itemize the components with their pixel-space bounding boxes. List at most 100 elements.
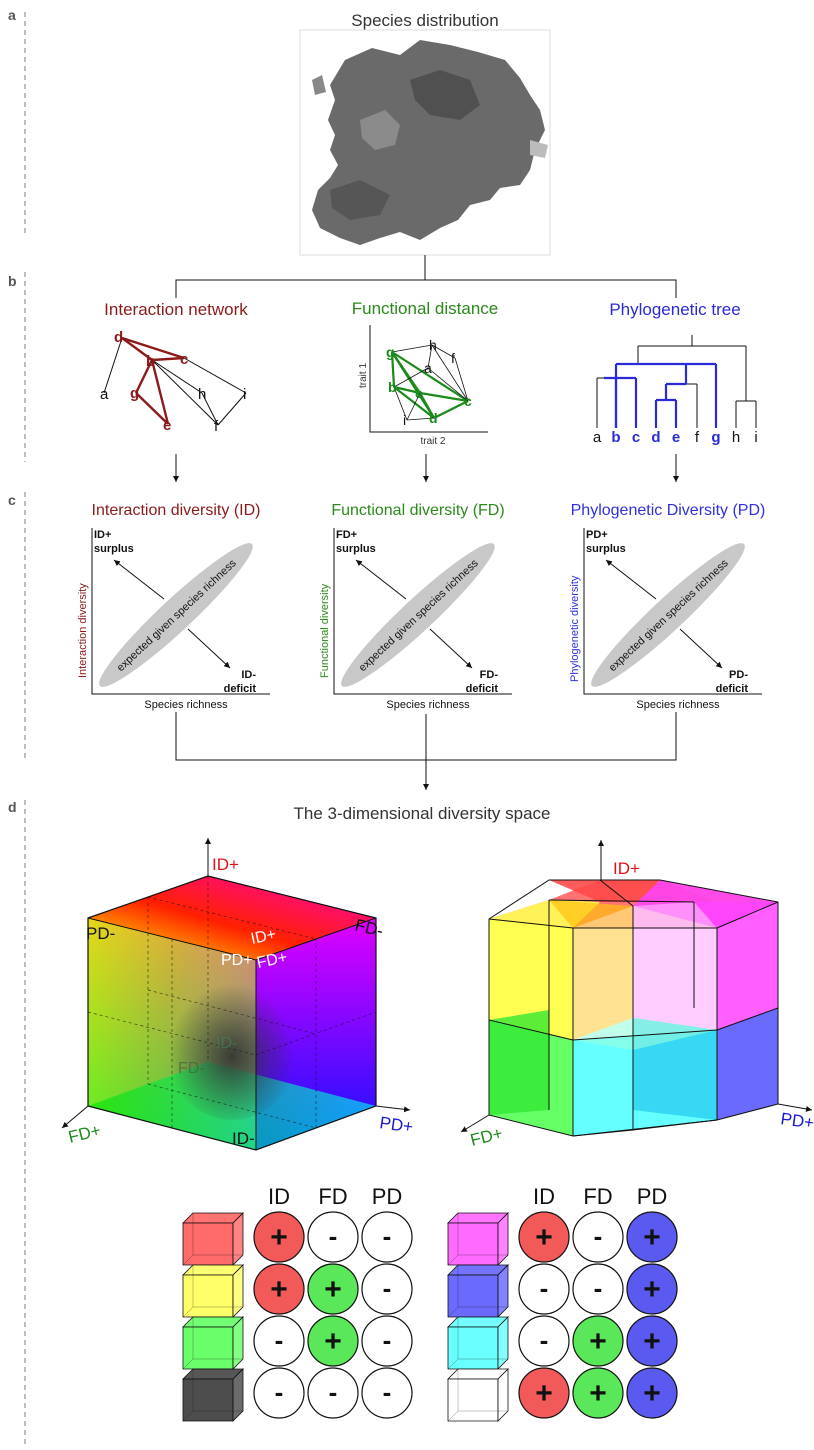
phylo-tip-e: e [672, 429, 680, 446]
left-cube-pd-minus: PD- [86, 924, 115, 943]
functional-distance-title: Functional distance [352, 299, 498, 318]
residual-plot-title: Phylogenetic Diversity (PD) [571, 502, 766, 519]
functional-node-b: b [388, 379, 397, 395]
surplus-label: surplus [586, 543, 626, 555]
phylo-tip-d: d [651, 429, 660, 446]
functional-node-e: e [415, 385, 423, 401]
legend-sign-circle [626, 1263, 678, 1315]
legend-cube [182, 1264, 244, 1318]
legend-sign-circle [518, 1211, 570, 1263]
phylo-tip-b: b [611, 429, 620, 446]
legend-cube [447, 1212, 509, 1266]
deficit-label: deficit [716, 683, 749, 695]
surplus-label: surplus [336, 543, 376, 555]
residual-plot-1: Functional diversity (FD) Functional dive… [319, 502, 512, 711]
legend-sign-circle [626, 1367, 678, 1419]
legend-sign: + [643, 1325, 661, 1358]
legend-sign: - [594, 1221, 603, 1251]
legend-sign-circle [572, 1211, 624, 1263]
legend-sign-circle [518, 1315, 570, 1367]
network-node-f: f [214, 418, 219, 435]
legend-cube [447, 1264, 509, 1318]
legend-sign-circle [253, 1367, 305, 1419]
legend-sign-circle [361, 1263, 413, 1315]
legend-cube [447, 1316, 509, 1370]
interaction-network-title: Interaction network [104, 300, 248, 319]
legend-sign: - [275, 1377, 284, 1407]
diversity-space-title: The 3-dimensional diversity space [293, 804, 550, 823]
residual-plot-xlabel: Species richness [144, 699, 228, 711]
legend-sign: - [383, 1273, 392, 1303]
legend-sign: + [589, 1377, 607, 1410]
residual-plot-0: Interaction diversity (ID) Interaction di… [77, 502, 270, 711]
legend-sign-circle [572, 1315, 624, 1367]
legend-sign: - [383, 1221, 392, 1251]
europe-map [299, 29, 551, 256]
legend-sign: + [270, 1221, 288, 1254]
network-node-e: e [163, 417, 171, 434]
b-to-c-arrows [173, 454, 679, 482]
legend-sign-circle [361, 1367, 413, 1419]
network-node-h: h [198, 386, 206, 403]
residual-plot-ylabel: Interaction diversity [77, 583, 89, 678]
legend-sign-circle [361, 1211, 413, 1263]
residual-plots: Interaction diversity (ID) Interaction di… [77, 502, 765, 711]
functional-distance-plot: trait 1 trait 2 g h [358, 325, 488, 447]
legend-sign: + [324, 1325, 342, 1358]
residual-plot-ylabel: Phylogenetic diversity [569, 575, 581, 682]
legend-sign: + [589, 1325, 607, 1358]
surplus-label: ID+ [94, 529, 111, 541]
expected-ellipse [591, 543, 745, 687]
residual-plot-ylabel: Functional diversity [319, 583, 331, 678]
functional-node-i: i [403, 412, 406, 428]
legend-header-id: ID [533, 1184, 555, 1209]
legend-sign: + [535, 1221, 553, 1254]
legend-header-id: ID [268, 1184, 290, 1209]
legend-cube [182, 1368, 244, 1422]
left-cube-axis-id: ID+ [212, 855, 239, 874]
functional-node-f: f [451, 350, 455, 366]
phylo-tip-g: g [711, 429, 720, 446]
right-cube-axis-fd: FD+ [468, 1124, 504, 1150]
panel-letter-d: d [8, 799, 17, 815]
residual-plot-title: Functional diversity (FD) [331, 502, 504, 519]
surplus-label: FD+ [336, 529, 357, 541]
phylo-tip-h: h [732, 429, 740, 446]
legend-sign-circle [307, 1367, 359, 1419]
legend-sign: - [329, 1377, 338, 1407]
residual-plot-xlabel: Species richness [386, 699, 470, 711]
left-cube-axis-pd: PD+ [378, 1113, 414, 1136]
legend-sign-circle [253, 1211, 305, 1263]
deficit-label: deficit [466, 683, 499, 695]
legend-sign-circle [253, 1315, 305, 1367]
legend-sign: + [270, 1273, 288, 1306]
legend-sign-circle [626, 1211, 678, 1263]
functional-node-a: a [424, 360, 432, 376]
legend-sign-circle [253, 1263, 305, 1315]
network-node-d: d [114, 329, 123, 346]
left-cube-center-fd-plus: FD+ [255, 949, 289, 972]
legend-sign-circle [307, 1211, 359, 1263]
surplus-label: surplus [94, 543, 134, 555]
left-cube-inner-id-minus: ID- [216, 1035, 237, 1052]
legend-cube [182, 1316, 244, 1370]
deficit-label: deficit [224, 683, 257, 695]
panel-letter-c: c [8, 492, 16, 508]
legend-sign-circle [307, 1263, 359, 1315]
functional-y-axis-label: trait 1 [358, 363, 369, 388]
phylogenetic-tree-title: Phylogenetic tree [609, 300, 740, 319]
legend-sign-circle [518, 1263, 570, 1315]
legend-cube [182, 1212, 244, 1266]
panel-letter-b: b [8, 273, 17, 289]
right-cube-axis-id: ID+ [613, 859, 640, 878]
legend-header-fd: FD [583, 1184, 612, 1209]
legend-sign-circle [626, 1315, 678, 1367]
phylo-tip-i: i [754, 429, 757, 446]
phylo-tip-a: a [593, 429, 602, 446]
left-cube-axis-fd: FD+ [66, 1121, 102, 1147]
legend-sign: - [540, 1325, 549, 1355]
legend-sign: + [643, 1273, 661, 1306]
interaction-network: d c b a g h i e f [100, 329, 247, 435]
gradient-cube: ID+ FD+ PD+ PD- FD- ID- ID+ PD+ FD+ FD- … [61, 838, 414, 1151]
